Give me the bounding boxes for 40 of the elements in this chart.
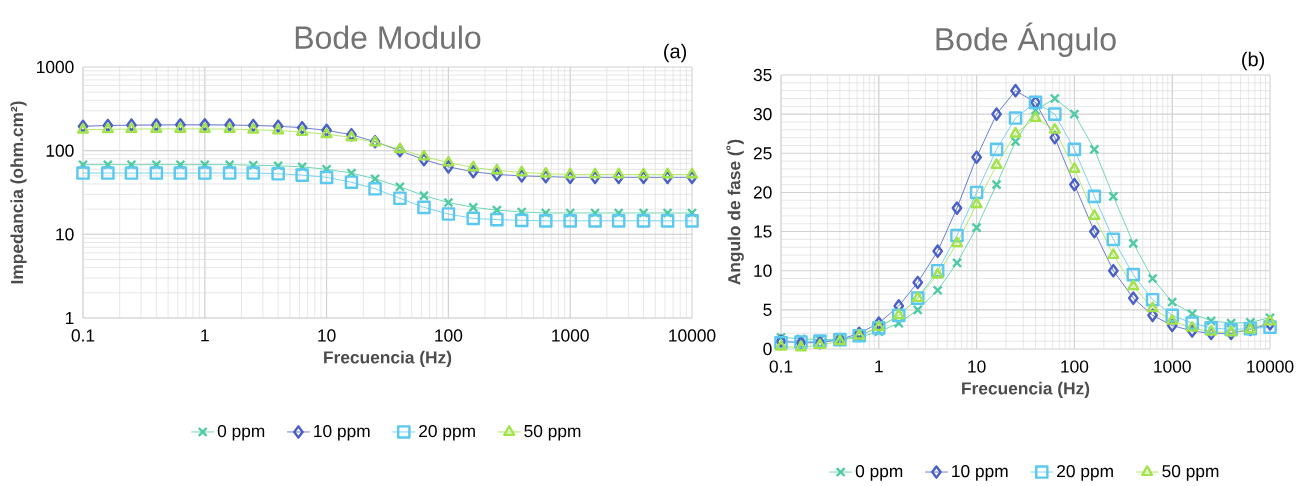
legend-label: 0 ppm <box>855 464 903 481</box>
x-tick-label: 1 <box>875 360 883 373</box>
legend-label: 0 ppm <box>217 424 265 441</box>
x-tick-label: 10 <box>318 329 336 342</box>
legend-label: 20 ppm <box>419 424 475 441</box>
x-tick-label: 1000 <box>1154 360 1191 373</box>
y-tick-label: 25 <box>753 147 772 160</box>
x-tick-label: 1 <box>201 329 209 342</box>
text: (b) <box>1242 51 1265 71</box>
x-tick-label: 10000 <box>669 329 716 342</box>
text: (a) <box>664 43 687 63</box>
x-tick-label: 100 <box>435 329 463 342</box>
y-tick-label: 5 <box>763 303 772 316</box>
x-tick-label: 100 <box>1061 360 1089 373</box>
x-tick-label: 1000 <box>552 329 589 342</box>
y-tick-label: 35 <box>753 68 772 82</box>
x-tick-label: 0.1 <box>71 329 95 342</box>
legend-label: 10 ppm <box>952 464 1008 481</box>
y-tick-label: 1 <box>65 312 74 324</box>
y-axis-title: Impedancia (ohm.cm²) <box>10 101 27 284</box>
y-tick-label: 30 <box>753 108 772 121</box>
legend-label: 50 ppm <box>524 424 581 441</box>
legend-label: 10 ppm <box>314 424 370 441</box>
y-tick-label: 100 <box>46 144 74 157</box>
y-tick-label: 0 <box>763 342 772 356</box>
x-axis-title: Frecuencia (Hz) <box>324 350 452 367</box>
x-tick-label: 10000 <box>1247 360 1294 373</box>
y-tick-label: 10 <box>754 264 772 277</box>
y-tick-label: 10 <box>56 228 74 241</box>
x-tick-label: 0.1 <box>769 360 793 373</box>
y-axis-title: Angulo de fase (˚) <box>726 139 744 285</box>
x-axis-title: Frecuencia (Hz) <box>962 381 1090 398</box>
y-tick-label: 15 <box>754 225 772 238</box>
x-tick-label: 10 <box>968 360 986 373</box>
y-tick-label: 1000 <box>37 60 74 74</box>
legend-label: 50 ppm <box>1162 464 1219 481</box>
chart-title: Bode Modulo <box>295 25 481 49</box>
y-tick-label: 20 <box>753 186 772 199</box>
chart-title: Bode Ángulo <box>936 22 1116 57</box>
legend-label: 20 ppm <box>1057 464 1113 481</box>
